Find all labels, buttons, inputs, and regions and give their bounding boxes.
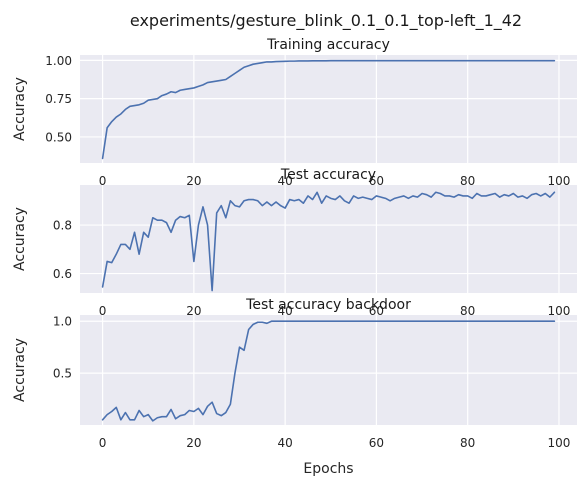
y-tick-label: 1.00: [45, 54, 72, 68]
panel-title: Test accuracy: [280, 167, 376, 183]
plot-area: [80, 55, 577, 163]
y-tick-label: 0.75: [45, 92, 72, 106]
y-tick-label: 0.5: [53, 367, 72, 381]
x-tick-label: 60: [369, 436, 384, 450]
y-axis-label: Accuracy: [12, 207, 28, 271]
y-tick-label: 0.50: [45, 130, 72, 144]
chart-panel-3: 0 20 40 60 80 100 0.5 1.0 Test accuracy backdoor…: [12, 297, 577, 477]
x-tick-label: 0: [99, 436, 107, 450]
x-tick-label: 100: [548, 436, 571, 450]
y-tick-label: 1.0: [53, 315, 72, 329]
y-tick-label: 0.8: [53, 219, 72, 233]
x-axis-label: Epochs: [303, 461, 353, 477]
y-tick-label: 0.6: [53, 267, 72, 281]
plot-area: [80, 185, 577, 293]
x-tick-label: 40: [278, 436, 293, 450]
y-axis-label: Accuracy: [12, 77, 28, 141]
panel-title: Training accuracy: [266, 37, 390, 53]
panel-title: Test accuracy backdoor: [245, 297, 411, 313]
x-tick-label: 80: [460, 436, 475, 450]
x-tick-label: 20: [186, 436, 201, 450]
y-axis-label: Accuracy: [12, 338, 28, 402]
figure-title: experiments/gesture_blink_0.1_0.1_top-le…: [130, 11, 522, 31]
plot-area: [80, 315, 577, 425]
